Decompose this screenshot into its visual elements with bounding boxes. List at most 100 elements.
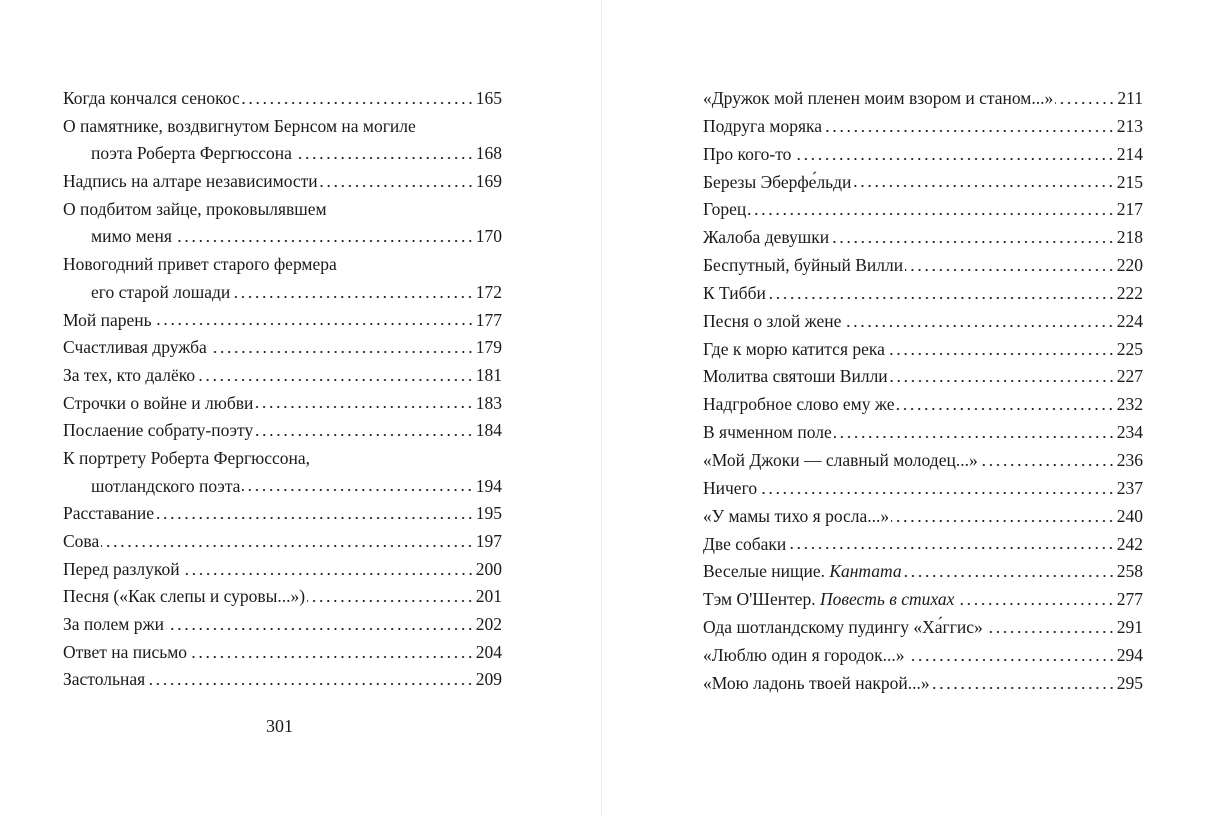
entry-page-number: 220	[1116, 255, 1143, 276]
toc-entry[interactable]: О памятнике, воздвигнутом Бернсом на мог…	[63, 113, 502, 168]
toc-line: «Люблю один я городок...» 294	[703, 642, 1143, 670]
toc-entry[interactable]: Две собаки 242	[703, 531, 1143, 559]
toc-entry[interactable]: Когда кончался сенокос 165	[63, 85, 502, 113]
dot-leader	[153, 322, 474, 327]
toc-entry[interactable]: Расставание 195	[63, 500, 502, 528]
entry-title-text: За полем ржи	[63, 614, 164, 635]
page-number: 301	[266, 716, 293, 736]
toc-entry[interactable]: За тех, кто далёко 181	[63, 362, 502, 390]
entry-page-number: 218	[1116, 227, 1143, 248]
toc-entry[interactable]: Сова 197	[63, 528, 502, 556]
toc-entry[interactable]: «Мой Джоки — славный молодец...» 236	[703, 447, 1143, 475]
entry-page-number: 291	[1116, 617, 1143, 638]
toc-entry[interactable]: К Тибби 222	[703, 280, 1143, 308]
entry-title-text: К портрету Роберта Фергюссона,	[63, 447, 310, 468]
dot-leader	[889, 379, 1115, 384]
toc-entry[interactable]: Про кого-то 214	[703, 141, 1143, 169]
entry-title: «Дружок мой пленен моим взором и станом.…	[703, 85, 1053, 113]
entry-title: Молитва святоши Вилли	[703, 363, 888, 391]
entry-title: Сова	[63, 528, 99, 556]
toc-entry[interactable]: Перед разлукой 200	[63, 556, 502, 584]
entry-page-number: 214	[1116, 143, 1143, 164]
toc-line: К Тибби 222	[703, 280, 1143, 308]
toc-entry[interactable]: В ячменном поле 234	[703, 419, 1143, 447]
entry-title: За полем ржи	[63, 611, 164, 639]
toc-entry[interactable]: Послаение собрату-поэту 184	[63, 417, 502, 445]
toc-entry[interactable]: Жалоба девушки 218	[703, 224, 1143, 252]
entry-title: О подбитом зайце, проковылявшем	[63, 196, 327, 224]
entry-title-text: Надгробное слово ему же	[703, 394, 895, 415]
toc-line: «У мамы тихо я росла...» 240	[703, 503, 1143, 531]
toc-entry[interactable]: Песня («Как слепы и суровы...») 201	[63, 583, 502, 611]
toc-entry[interactable]: За полем ржи 202	[63, 611, 502, 639]
toc-entry[interactable]: Горец 217	[703, 196, 1143, 224]
entry-title-text: За тех, кто далёко	[63, 364, 196, 385]
toc-line: Счастливая дружба 179	[63, 334, 502, 362]
toc-entry[interactable]: «Люблю один я городок...» 294	[703, 642, 1143, 670]
toc-entry[interactable]: О подбитом зайце, проковылявшем мимо меня…	[63, 196, 502, 251]
dot-leader	[831, 240, 1115, 245]
toc-entry[interactable]: К портрету Роберта Фергюссона, шотландско…	[63, 445, 502, 500]
entry-title: Ничего	[703, 475, 757, 503]
toc-entry[interactable]: Надпись на алтаре независимости 169	[63, 168, 502, 196]
dot-leader	[891, 518, 1115, 523]
toc-entry[interactable]: «Мою ладонь твоей накрой...» 295	[703, 670, 1143, 698]
entry-page-number: 172	[475, 281, 502, 302]
toc-entry[interactable]: Ответ на письмо 204	[63, 639, 502, 667]
dot-leader	[232, 294, 474, 299]
dot-leader	[255, 405, 474, 410]
toc-entry[interactable]: Счастливая дружба 179	[63, 334, 502, 362]
toc-entry[interactable]: Березы Эберфе́льди 215	[703, 169, 1143, 197]
entry-page-number: 200	[475, 558, 502, 579]
entry-title: Строчки о войне и любви	[63, 390, 253, 418]
toc-entry[interactable]: Молитва святоши Вилли 227	[703, 363, 1143, 391]
dot-leader	[101, 543, 474, 548]
toc-entry[interactable]: Строчки о войне и любви 183	[63, 390, 502, 418]
toc-entry[interactable]: Песня о злой жене 224	[703, 308, 1143, 336]
dot-leader	[181, 571, 474, 576]
dot-leader	[293, 156, 474, 161]
entry-title-continued: шотландского поэта	[91, 475, 241, 496]
toc-line: За тех, кто далёко 181	[63, 362, 502, 390]
entry-title-text: Счастливая дружба	[63, 337, 207, 358]
entry-title-text: Мой парень	[63, 309, 152, 330]
toc-entry[interactable]: Веселые нищие. Кантата 258	[703, 558, 1143, 586]
toc-entry[interactable]: Мой парень 177	[63, 307, 502, 335]
toc-line-continued: мимо меня 170	[63, 223, 502, 251]
entry-title-text: Где к морю катится река	[703, 338, 885, 359]
toc-entry[interactable]: Надгробное слово ему же 232	[703, 391, 1143, 419]
entry-page-number: 168	[475, 143, 502, 164]
toc-entry[interactable]: Новогодний привет старого фермера его ста…	[63, 251, 502, 306]
toc-entry[interactable]: «Дружок мой пленен моим взором и станом.…	[703, 85, 1143, 113]
entry-page-number: 224	[1116, 310, 1143, 331]
toc-entry[interactable]: Ничего 237	[703, 475, 1143, 503]
entry-title: Ода шотландскому пудингу «Ха́ггис»	[703, 614, 983, 642]
toc-entry[interactable]: Тэм О'Шентер. Повесть в стихах 277	[703, 586, 1143, 614]
dot-leader	[956, 602, 1115, 607]
entry-title: О памятнике, воздвигнутом Бернсом на мог…	[63, 113, 416, 141]
toc-line-continued: поэта Роберта Фергюссона 168	[63, 140, 502, 168]
toc-entry[interactable]: Застольная 209	[63, 666, 502, 694]
toc-line: Застольная 209	[63, 666, 502, 694]
entry-title-text: Песня о злой жене	[703, 310, 842, 331]
toc-line: Надгробное слово ему же 232	[703, 391, 1143, 419]
entry-title: «У мамы тихо я росла...»	[703, 503, 889, 531]
toc-line: О памятнике, воздвигнутом Бернсом на мог…	[63, 113, 502, 141]
toc-entry[interactable]: Беспутный, буйный Вилли 220	[703, 252, 1143, 280]
dot-leader	[155, 516, 474, 521]
entry-title-text: Молитва святоши Вилли	[703, 366, 888, 387]
toc-entry[interactable]: Подруга моряка 213	[703, 113, 1143, 141]
toc-line: За полем ржи 202	[63, 611, 502, 639]
dot-leader	[748, 212, 1115, 217]
toc-entry[interactable]: «У мамы тихо я росла...» 240	[703, 503, 1143, 531]
toc-line: Песня («Как слепы и суровы...») 201	[63, 583, 502, 611]
toc-line: Когда кончался сенокос 165	[63, 85, 502, 113]
entry-title: Застольная	[63, 666, 145, 694]
toc-line: Про кого-то 214	[703, 141, 1143, 169]
toc-entry[interactable]: Где к морю катится река 225	[703, 336, 1143, 364]
entry-page-number: 242	[1116, 533, 1143, 554]
toc-entry[interactable]: Ода шотландскому пудингу «Ха́ггис» 291	[703, 614, 1143, 642]
entry-title-text: Когда кончался сенокос	[63, 88, 240, 108]
entry-title-text: «Мой Джоки — славный молодец...»	[703, 449, 978, 470]
left-page-toc: Когда кончался сенокос 165 О памятнике, во…	[63, 85, 502, 694]
